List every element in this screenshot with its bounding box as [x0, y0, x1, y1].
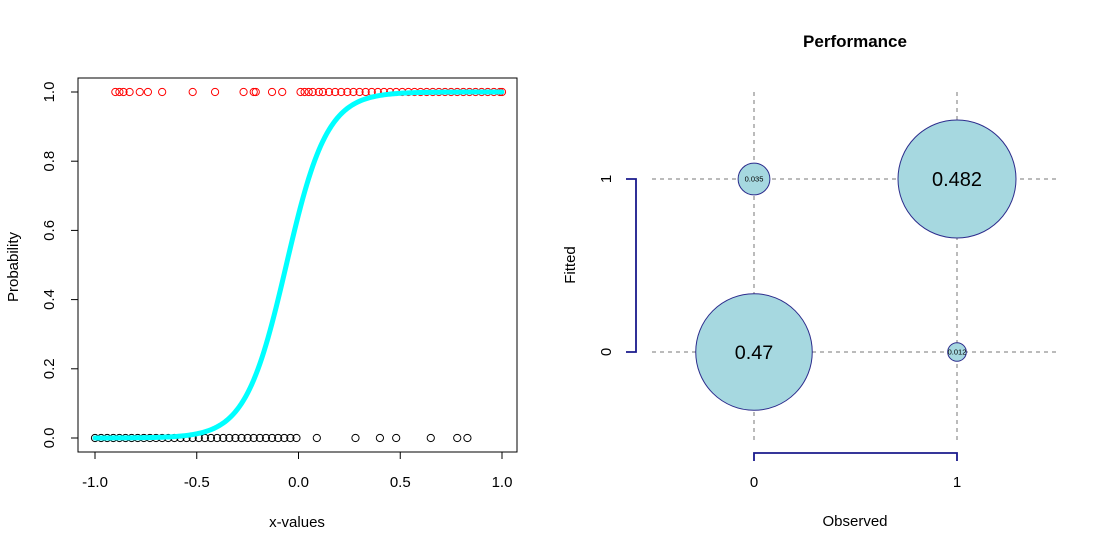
x-axis-bracket — [753, 452, 958, 461]
data-point — [351, 433, 360, 443]
data-point — [239, 87, 248, 97]
y-axis: 0.0 0.2 0.4 0.6 0.8 1.0 — [41, 82, 79, 449]
x-axis-label: x-values — [269, 514, 325, 531]
data-point — [237, 433, 246, 443]
data-point — [249, 87, 258, 97]
data-point — [312, 433, 321, 443]
y-category-label: 0 — [598, 348, 615, 356]
bubble-value-label: 0.47 — [735, 342, 774, 364]
data-point — [426, 433, 435, 443]
performance-panel: Performance 0 1 0 1 0.035 0.482 0.47 0.012 Obs… — [562, 32, 1057, 530]
bubble-value-label: 0.482 — [932, 169, 982, 191]
data-point — [135, 87, 144, 97]
logistic-panel: -1.0 -0.5 0.0 0.5 1.0 0.0 0.2 0.4 0.6 0.8 1.0 x-v… — [5, 77, 518, 531]
x-category-label: 1 — [953, 474, 961, 491]
data-point — [292, 433, 301, 443]
y-axis-bracket — [626, 178, 637, 353]
x-tick-label: 1.0 — [492, 474, 513, 491]
data-point — [343, 87, 352, 97]
data-point — [210, 87, 220, 97]
data-point — [308, 87, 317, 97]
data-point — [115, 87, 124, 97]
scatter-points — [90, 87, 507, 443]
data-point — [375, 433, 384, 443]
fitted-curve-group — [92, 89, 505, 441]
data-point — [243, 433, 252, 443]
y-tick-label: 0.4 — [41, 289, 58, 310]
x-tick-label: 0.0 — [288, 474, 309, 491]
bubble — [947, 342, 967, 362]
data-point — [111, 87, 120, 97]
x-axis: -1.0 -0.5 0.0 0.5 1.0 — [82, 451, 513, 491]
y-tick-label: 0.2 — [41, 358, 58, 379]
data-point — [261, 433, 271, 443]
x-tick-label: 0.5 — [390, 474, 411, 491]
data-point — [324, 87, 334, 97]
y-tick-label: 1.0 — [41, 82, 58, 103]
x-axis-label: Observed — [822, 513, 887, 530]
data-point — [314, 87, 323, 97]
data-point — [255, 433, 264, 443]
x-category-label: 0 — [750, 474, 758, 491]
data-point — [267, 433, 277, 443]
data-point — [267, 87, 277, 97]
data-point — [331, 87, 340, 97]
x-tick-label: -0.5 — [184, 474, 210, 491]
data-point — [392, 433, 401, 443]
category-axes: 0 1 0 1 — [598, 175, 961, 491]
bubble — [737, 162, 771, 196]
y-tick-label: 0.8 — [41, 151, 58, 172]
y-axis-label: Fitted — [562, 246, 579, 284]
data-point — [337, 87, 346, 97]
data-point — [213, 433, 222, 443]
data-point — [251, 87, 260, 97]
bubble-value-label: 0.035 — [745, 175, 764, 184]
data-point — [158, 87, 167, 97]
bubble-value-label: 0.012 — [948, 348, 967, 357]
chart-title: Performance — [803, 32, 907, 51]
bubbles: 0.035 0.482 0.47 0.012 — [695, 119, 1017, 411]
data-point — [274, 433, 283, 443]
bubble — [695, 293, 813, 411]
data-point — [188, 87, 197, 97]
y-category-label: 1 — [598, 175, 615, 183]
data-point — [355, 87, 364, 97]
data-point — [278, 87, 287, 97]
data-point — [231, 433, 240, 443]
y-axis-label: Probability — [5, 231, 22, 302]
data-point — [249, 433, 258, 443]
data-point — [361, 87, 370, 97]
data-point — [463, 433, 472, 443]
data-point — [296, 87, 305, 97]
data-point — [125, 87, 134, 97]
data-point — [280, 433, 289, 443]
data-point — [225, 433, 234, 443]
fitted-curve — [92, 89, 505, 441]
x-tick-label: -1.0 — [82, 474, 108, 491]
data-point — [143, 87, 153, 97]
data-point — [206, 433, 216, 443]
data-point — [286, 433, 295, 443]
data-point — [349, 87, 358, 97]
data-point — [453, 433, 462, 443]
y-tick-label: 0.6 — [41, 220, 58, 241]
data-point — [304, 87, 313, 97]
data-point — [119, 87, 128, 97]
data-point — [300, 87, 309, 97]
plot-frame — [77, 77, 518, 453]
bubble — [897, 119, 1017, 239]
data-point — [318, 87, 328, 97]
data-point — [200, 433, 209, 443]
y-tick-label: 0.0 — [41, 428, 58, 449]
data-point — [219, 433, 228, 443]
